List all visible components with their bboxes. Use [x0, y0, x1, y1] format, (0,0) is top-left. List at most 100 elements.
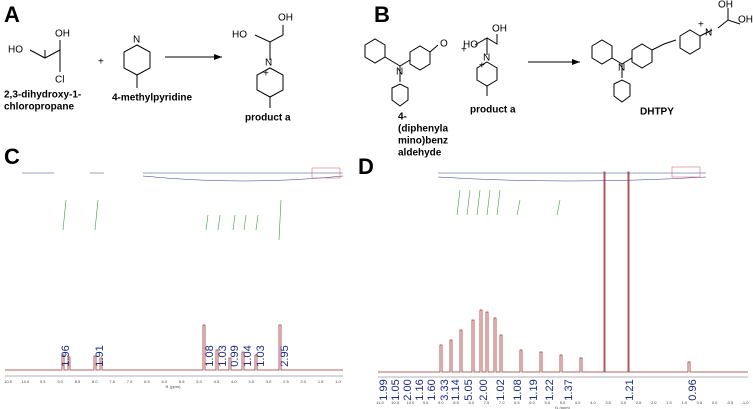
- axis-tick-label: 5.5: [545, 400, 551, 405]
- panel-label: A: [4, 2, 20, 27]
- axis-tick-label: 4.5: [214, 379, 220, 384]
- integral-value: 1.05: [390, 379, 402, 400]
- atom: N: [483, 53, 490, 64]
- structure: HO OH N +: [463, 24, 507, 96]
- integral-value: 1.08: [204, 345, 216, 366]
- axis-tick-label: 9.0: [57, 379, 63, 384]
- axis-tick-label: 7.5: [109, 379, 115, 384]
- axis-tick-label: 10.0: [407, 400, 416, 405]
- axis-label: f1 (ppm): [166, 384, 182, 389]
- axis-tick-label: 4.0: [231, 379, 237, 384]
- compound-name: 2,3-dihydroxy-1-: [4, 90, 81, 101]
- axis-tick-label: 8.0: [468, 400, 474, 405]
- axis-tick-label: -0.5: [726, 400, 734, 405]
- axis-tick-label: 4.5: [575, 400, 581, 405]
- axis-tick-label: 0.5: [697, 400, 703, 405]
- integral-value: 1.08: [512, 379, 524, 400]
- atom: OH: [738, 15, 753, 26]
- integral-value: 1.02: [495, 379, 507, 400]
- axis-tick-label: 2.5: [283, 379, 289, 384]
- integral-value: 1.37: [563, 379, 575, 400]
- atom: O: [440, 39, 448, 50]
- axis-tick-label: 10.5: [391, 400, 400, 405]
- integral-value: 1.60: [426, 379, 438, 400]
- atom: OH: [278, 13, 293, 24]
- axis-tick-label: 5.5: [179, 379, 185, 384]
- plus: +: [461, 45, 467, 56]
- axis-tick-label: 9.5: [40, 379, 46, 384]
- axis-tick-label: 10.5: [4, 379, 13, 384]
- integral-value: 1.99: [378, 379, 390, 400]
- compound-name: (diphenyla: [398, 124, 448, 135]
- integral-value: 2.00: [402, 379, 414, 400]
- axis-tick-label: 2.5: [636, 400, 642, 405]
- axis-tick-label: 11.0: [376, 400, 384, 405]
- plus: +: [98, 57, 104, 68]
- atom: +: [263, 69, 269, 80]
- integral-value: 2.95: [279, 345, 291, 366]
- atom: N: [618, 63, 625, 74]
- integral-value: 1.91: [94, 345, 106, 366]
- compound-name: 4-: [398, 112, 407, 123]
- axis-tick-label: 9.0: [438, 400, 444, 405]
- axis-tick-label: 1.5: [318, 379, 324, 384]
- integral-value: 1.19: [528, 379, 540, 400]
- compound-name: DHTPY: [640, 107, 674, 118]
- panel-label: D: [358, 154, 374, 179]
- compound-name: product a: [470, 105, 516, 116]
- integral-value: 1.22: [544, 379, 556, 400]
- integral-value: 1.16: [414, 379, 426, 400]
- axis-tick-label: 9.5: [423, 400, 429, 405]
- compound-name: 4-methylpyridine: [112, 93, 192, 104]
- axis-tick-label: 6.5: [514, 400, 520, 405]
- atom: OH: [492, 24, 507, 35]
- axis-tick-label: 1.5: [666, 400, 672, 405]
- axis-tick-label: 5.0: [560, 400, 566, 405]
- integral-value: 3.33: [439, 379, 451, 400]
- axis-label: f1 (ppm): [555, 405, 571, 409]
- axis-tick-label: 6.0: [162, 379, 168, 384]
- axis-tick-label: -1.0: [742, 400, 750, 405]
- axis-tick-label: 3.0: [266, 379, 272, 384]
- atom: Cl: [55, 75, 64, 86]
- axis-tick-label: 4.0: [590, 400, 596, 405]
- atom: HO: [463, 40, 478, 51]
- axis-tick-label: 3.5: [248, 379, 254, 384]
- axis-tick-label: 3.5: [605, 400, 611, 405]
- axis-tick-label: 1.0: [335, 379, 341, 384]
- compound-name: aldehyde: [398, 148, 442, 159]
- axis-tick-label: 6.0: [529, 400, 535, 405]
- axis-tick-label: 6.5: [144, 379, 150, 384]
- axis-tick-label: 2.0: [300, 379, 306, 384]
- axis-tick-label: 0.0: [712, 400, 718, 405]
- panel-label: C: [4, 144, 20, 169]
- atom: OH: [55, 29, 70, 40]
- structure: N O: [364, 38, 448, 107]
- integral-value: 5.05: [463, 379, 475, 400]
- integral-value: 0.96: [687, 379, 699, 400]
- compound-name: chloropropane: [4, 102, 74, 113]
- integral-value: 1.03: [255, 345, 267, 366]
- structure: HO OH N +: [232, 13, 293, 108]
- axis-tick-label: 10.0: [21, 379, 30, 384]
- compound-name: mino)benz: [398, 136, 448, 147]
- spectrum: [5, 167, 344, 377]
- integral-value: 1.14: [450, 379, 462, 400]
- integral-value: 2.00: [478, 379, 490, 400]
- axis-tick-label: 2.0: [651, 400, 657, 405]
- integral-value: 1.21: [624, 379, 636, 400]
- atom: HO: [8, 45, 23, 56]
- atom: +: [479, 61, 485, 72]
- axis-tick-label: 7.0: [499, 400, 505, 405]
- atom: OH: [718, 0, 733, 11]
- integral-value: 1.03: [217, 345, 229, 366]
- structure: N N + OH OH: [591, 0, 753, 103]
- atom: N: [705, 28, 712, 39]
- axis-tick-label: 7.0: [127, 379, 133, 384]
- atom: N: [265, 58, 272, 69]
- integral-value: 1.96: [60, 345, 72, 366]
- integral-value: 0.99: [229, 345, 241, 366]
- axis-tick-label: 8.5: [75, 379, 81, 384]
- atom: N: [133, 35, 140, 46]
